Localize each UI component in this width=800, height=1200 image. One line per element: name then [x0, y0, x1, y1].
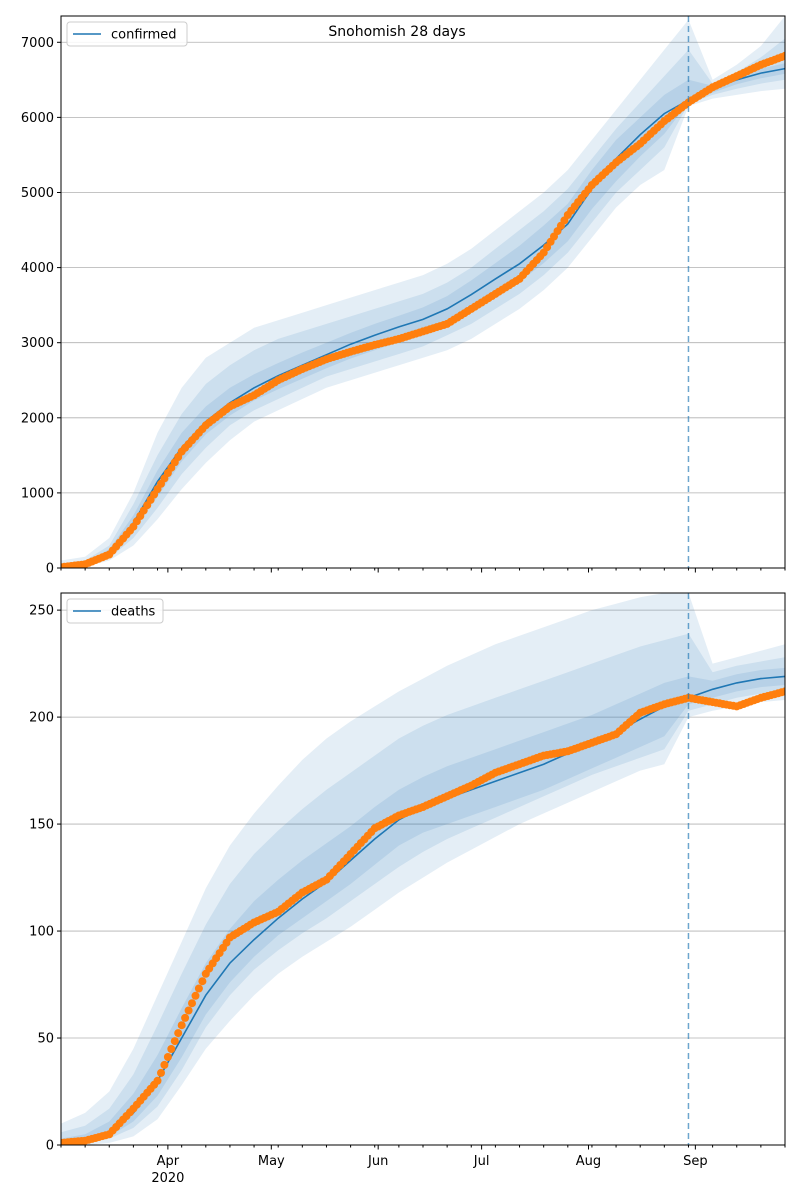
- y-tick-label: 100: [29, 925, 54, 940]
- observed-point: [174, 1029, 183, 1038]
- y-tick-label: 2000: [21, 411, 54, 426]
- uncertainty-band-outer: [61, 16, 785, 568]
- y-axis: 0 50 100 150 200 250: [29, 604, 61, 1154]
- y-tick-label: 5000: [21, 186, 54, 201]
- confirmed-panel: 0 1000 2000 3000 4000 5000 6000 7000 confirmed: [21, 15, 786, 577]
- x-tick-label: Apr: [157, 1154, 180, 1169]
- y-tick-label: 7000: [21, 36, 54, 51]
- observed-point: [781, 51, 785, 60]
- y-tick-label: 4000: [21, 261, 54, 276]
- uncertainty-band-inner: [61, 667, 785, 1145]
- y-tick-label: 6000: [21, 111, 54, 126]
- observed-point: [184, 1006, 193, 1015]
- legend-label: confirmed: [111, 28, 177, 43]
- uncertainty-band-middle: [61, 633, 785, 1145]
- observed-point: [153, 1076, 162, 1085]
- observed-point: [157, 1068, 165, 1077]
- observed-point: [181, 1013, 190, 1022]
- observed-point: [198, 977, 207, 986]
- y-tick-label: 250: [29, 604, 54, 619]
- observed-point: [167, 1045, 176, 1053]
- y-tick-label: 50: [37, 1032, 54, 1047]
- uncertainty-band-inner: [61, 63, 785, 568]
- observed-point: [781, 687, 785, 696]
- y-tick-label: 0: [46, 562, 54, 577]
- observed-point: [170, 1037, 179, 1046]
- observed-point: [194, 984, 203, 993]
- y-tick-label: 3000: [21, 336, 54, 351]
- legend: deaths: [66, 598, 164, 624]
- x-tick-label: May: [258, 1154, 285, 1169]
- x-tick-sublabel: 2020: [151, 1171, 184, 1186]
- y-tick-label: 200: [29, 711, 54, 726]
- deaths-panel: 0 50 100 150 200 250 Apr 2020 May Jun Jul Aug Sep dea…: [29, 592, 786, 1186]
- observed-points: [61, 51, 785, 568]
- legend: confirmed: [66, 21, 188, 47]
- x-tick-label: Jun: [367, 1154, 388, 1169]
- y-tick-label: 150: [29, 818, 54, 833]
- x-axis: [60, 568, 786, 573]
- observed-point: [191, 991, 200, 1000]
- legend-label: deaths: [111, 605, 156, 620]
- y-axis: 0 1000 2000 3000 4000 5000 6000 7000: [21, 36, 61, 577]
- observed-point: [177, 1021, 186, 1030]
- observed-points: [61, 687, 785, 1145]
- plot-area: [61, 16, 785, 568]
- x-axis: Apr 2020 May Jun Jul Aug Sep: [60, 1145, 786, 1186]
- figure-title: Snohomish 28 days: [328, 24, 465, 40]
- observed-point: [163, 1053, 172, 1061]
- x-tick-label: Aug: [576, 1154, 601, 1169]
- plot-area: [61, 593, 785, 1145]
- legend-box: [66, 21, 188, 47]
- x-tick-label: Sep: [683, 1154, 708, 1169]
- y-tick-label: 0: [46, 1139, 54, 1154]
- uncertainty-band-outer: [61, 593, 785, 1145]
- observed-point: [188, 999, 196, 1008]
- y-tick-label: 1000: [21, 486, 54, 501]
- x-tick-label: Jul: [473, 1154, 490, 1169]
- legend-box: [66, 598, 164, 624]
- observed-point: [160, 1060, 169, 1069]
